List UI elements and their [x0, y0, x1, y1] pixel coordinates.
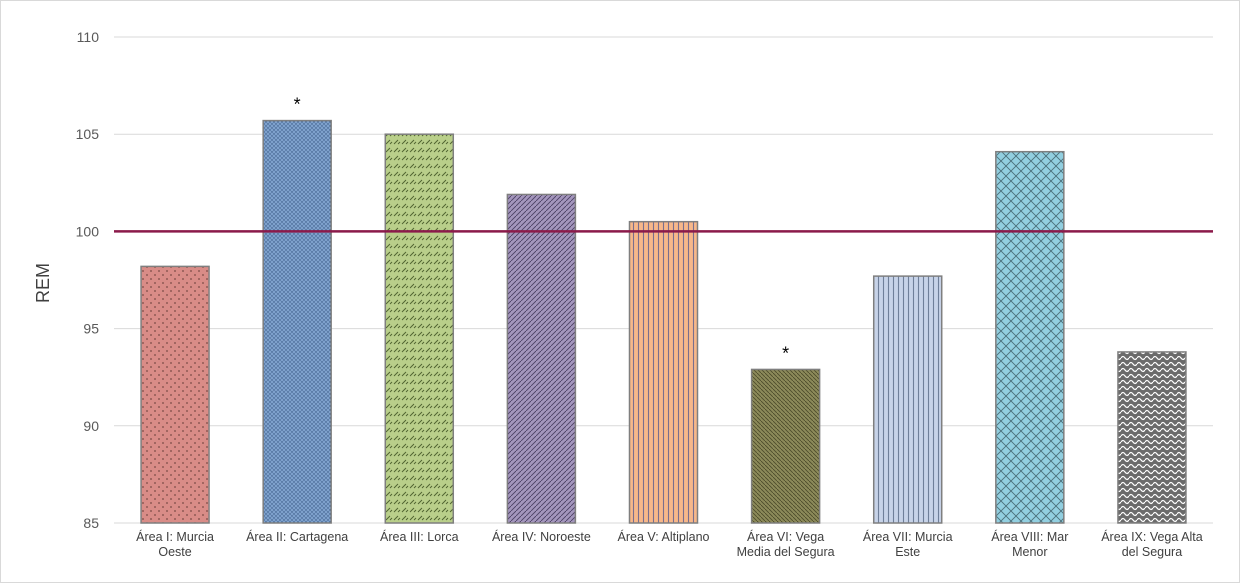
category-label: Área II: Cartagena	[246, 529, 348, 544]
y-axis-title: REM	[33, 263, 53, 303]
category-label: Área IX: Vega Alta del Segura	[1101, 529, 1203, 559]
category-label: Área III: Lorca	[380, 529, 459, 544]
bar	[995, 150, 1065, 524]
y-tick-label: 95	[83, 321, 99, 337]
bar	[750, 368, 821, 524]
significance-mark: *	[294, 95, 301, 115]
category-label: Área IV: Noroeste	[492, 529, 591, 544]
category-label: Área VII: Murcia Este	[863, 529, 953, 559]
bar	[262, 119, 332, 524]
category-label: Área VIII: Mar Menor	[991, 529, 1068, 559]
y-axis-ticks: 85 90 95 100 105 110	[76, 29, 100, 531]
bars	[140, 119, 1187, 524]
bar	[506, 193, 577, 524]
significance-marks: **	[294, 95, 789, 364]
y-tick-label: 90	[83, 418, 99, 434]
bar	[628, 220, 699, 524]
y-tick-label: 110	[77, 29, 100, 45]
y-tick-label: 105	[76, 126, 100, 142]
x-axis-categories: Área I: Murcia Oeste Área II: Cartagena Áre…	[136, 529, 1203, 559]
category-label: Área V: Altiplano	[618, 529, 710, 544]
bar	[1117, 351, 1187, 524]
bar	[384, 133, 455, 524]
bar	[140, 265, 210, 524]
y-tick-label: 100	[76, 223, 100, 239]
y-tick-label: 85	[83, 515, 99, 531]
bar	[872, 275, 943, 524]
category-label: Área I: Murcia Oeste	[136, 529, 214, 559]
category-label: Área VI: Vega Media del Segura	[737, 529, 835, 559]
significance-mark: *	[782, 343, 789, 363]
